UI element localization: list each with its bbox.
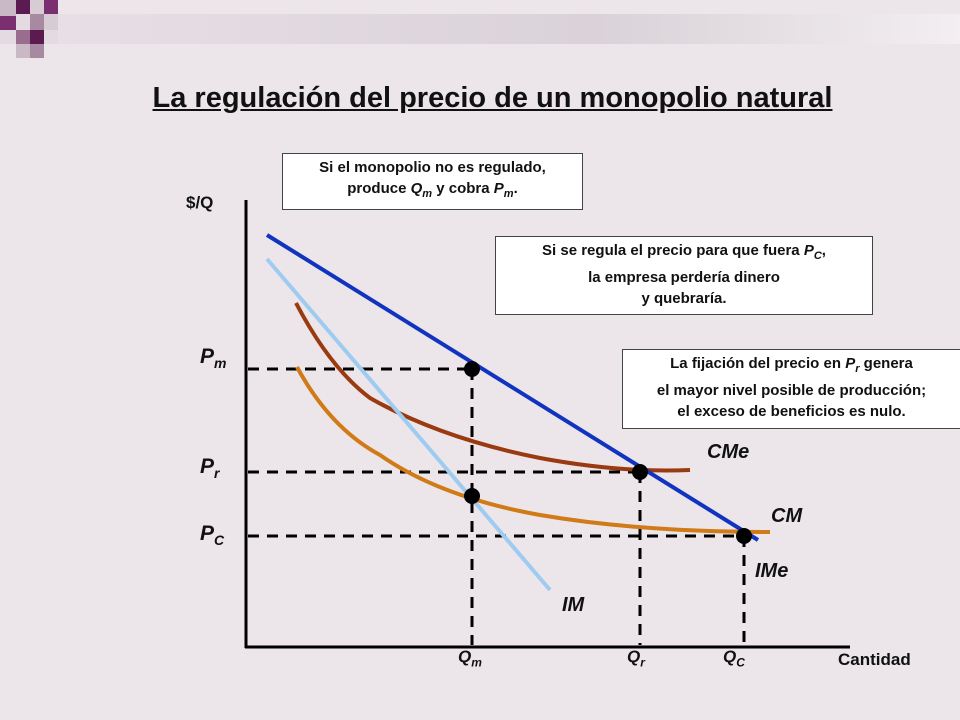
annotation-pr-line2: el mayor nivel posible de producción; xyxy=(656,382,927,399)
point-monopoly-qm-pm xyxy=(464,361,480,377)
annotation-unregulated-line1: Si el monopolio no es regulado, xyxy=(319,159,546,176)
annotation-unregulated-text-c: . xyxy=(513,180,518,197)
annotation-pr-line1: La fijación del precio en Pr genera xyxy=(627,353,956,380)
annotation-pc-p: P xyxy=(803,242,814,259)
curve-label-cme: CMe xyxy=(707,441,750,463)
annotation-pc-regulation: Si se regula el precio para que fuera PC… xyxy=(495,236,873,315)
quantity-label-qm-main: Q xyxy=(458,647,472,666)
curve-label-cm: CM xyxy=(771,505,803,527)
price-label-pc: PC xyxy=(200,522,224,548)
decorative-header-bar xyxy=(0,0,960,58)
price-label-pm: Pm xyxy=(200,345,226,371)
point-regulated-qr-pr xyxy=(632,464,648,480)
y-axis-label: $/Q xyxy=(186,193,214,212)
average-cost-curve-cme xyxy=(294,302,691,473)
quantity-label-qr-sub: r xyxy=(640,655,645,670)
point-competitive-qc-pc xyxy=(736,528,752,544)
annotation-pc-line3: y quebraría. xyxy=(641,290,727,307)
curve-label-ime: IMe xyxy=(755,560,789,582)
quantity-label-qm-sub: m xyxy=(471,655,482,670)
annotation-pc-line1: Si se regula el precio para que fuera PC… xyxy=(500,240,868,267)
price-label-pr: Pr xyxy=(200,455,219,481)
price-label-pm-main: P xyxy=(200,345,215,368)
annotation-pr-text-a: La fijación del precio en xyxy=(670,355,846,372)
annotation-pc-line2: la empresa perdería dinero xyxy=(588,269,780,286)
marginal-revenue-line-im xyxy=(265,257,552,592)
annotation-pr-line3: el exceso de beneficios es nulo. xyxy=(677,403,906,420)
annotation-pr-p: P xyxy=(845,355,856,372)
annotation-unregulated-line2: produce Qm y cobra Pm. xyxy=(287,178,578,205)
annotation-pc-p-sub: C xyxy=(813,250,822,262)
quantity-label-qc-main: Q xyxy=(723,647,737,666)
annotation-unregulated-qm: Q xyxy=(410,180,423,197)
annotation-pr-p-sub: r xyxy=(855,363,860,375)
point-mc-at-qm xyxy=(464,488,480,504)
annotation-pc-text-a: Si se regula el precio para que fuera xyxy=(542,242,804,259)
annotation-unregulated-pm-sub: m xyxy=(503,188,514,200)
annotation-unregulated-qm-sub: m xyxy=(422,188,433,200)
x-axis-label: Cantidad xyxy=(838,650,911,669)
annotation-pc-text-b: , xyxy=(821,242,826,259)
header-squares-graphic xyxy=(0,0,960,58)
quantity-label-qc: QC xyxy=(723,647,745,669)
quantity-label-qc-sub: C xyxy=(736,655,745,670)
annotation-unregulated-pm: P xyxy=(493,180,504,197)
price-label-pr-main: P xyxy=(200,455,215,478)
curve-label-im: IM xyxy=(562,594,585,616)
annotation-pr-text-b: genera xyxy=(859,355,913,372)
annotation-unregulated-text-a: produce xyxy=(347,180,411,197)
annotation-unregulated-text-b: y cobra xyxy=(432,180,494,197)
page-title: La regulación del precio de un monopolio… xyxy=(152,82,833,114)
annotation-unregulated: Si el monopolio no es regulado, produce … xyxy=(282,153,583,210)
price-label-pr-sub: r xyxy=(214,465,220,482)
quantity-label-qm: Qm xyxy=(458,647,482,669)
quantity-label-qr-main: Q xyxy=(627,647,641,666)
price-label-pc-main: P xyxy=(200,522,215,545)
demand-average-revenue-line-ime xyxy=(265,233,760,542)
price-label-pm-sub: m xyxy=(214,355,227,372)
annotation-pr-regulation: La fijación del precio en Pr genera el m… xyxy=(622,349,960,429)
quantity-label-qr: Qr xyxy=(627,647,645,669)
price-label-pc-sub: C xyxy=(214,532,225,549)
